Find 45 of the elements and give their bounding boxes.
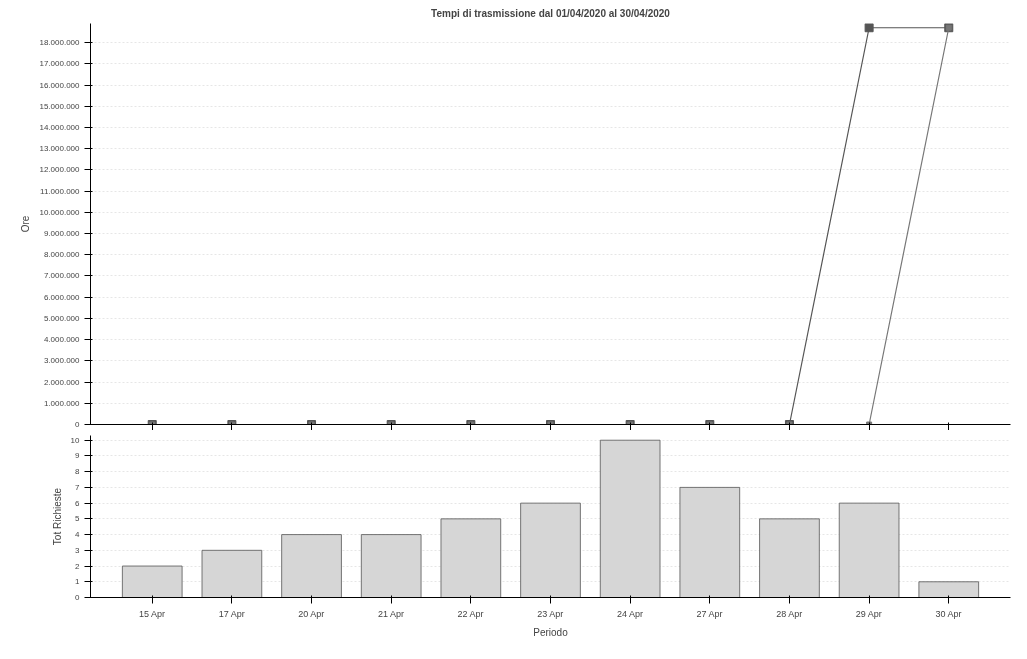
y-tick-label: 8.000.000 [43, 250, 81, 260]
y-tick-label: 14.000.000 [39, 122, 81, 132]
y-tick-label: 10.000.000 [39, 207, 81, 217]
y-axis-title: Ore [20, 215, 32, 233]
y-tick-label: 15.000.000 [39, 101, 81, 111]
y-tick-label: 2.000.000 [43, 377, 81, 387]
x-tick-label: 27 Apr [696, 608, 723, 619]
x-tick-label: 23 Apr [537, 608, 564, 619]
x-tick-label: 24 Apr [616, 608, 643, 619]
y-tick-label: 10 [70, 435, 81, 445]
y-tick-label: 11.000.000 [40, 186, 81, 196]
x-tick-label: 28 Apr [776, 608, 803, 619]
y-tick-label: 2 [75, 561, 81, 571]
y-tick-label: 6.000.000 [43, 292, 81, 302]
x-tick-label: 21 Apr [377, 608, 404, 619]
y-tick-label: 4 [75, 530, 81, 540]
y-tick-label: 9.000.000 [43, 229, 81, 239]
y-tick-label: 7.000.000 [43, 271, 81, 281]
y-tick-label: 3 [75, 545, 81, 555]
x-tick-label: 22 Apr [457, 608, 484, 619]
y-tick-label: 0 [75, 420, 81, 429]
y-tick-label: 4.000.000 [43, 335, 81, 345]
y-tick-label: 6 [75, 498, 81, 508]
y-tick-label: 0 [75, 593, 81, 602]
chart-title: Tempi di trasmissione dal 01/04/2020 al 30/04/2020 [431, 7, 671, 19]
y-tick-label: 5.000.000 [43, 313, 81, 323]
y-tick-label: 9 [75, 451, 81, 461]
x-axis-title: Periodo [533, 626, 569, 638]
y-axis-title: Tot Richieste [51, 487, 63, 546]
y-tick-label: 1 [75, 577, 81, 587]
y-tick-label: 5 [75, 514, 81, 524]
y-tick-label: 16.000.000 [39, 80, 81, 90]
x-tick-label: 15 Apr [138, 608, 165, 619]
y-tick-label: 13.000.000 [39, 144, 81, 154]
y-tick-label: 12.000.000 [39, 165, 81, 175]
x-tick-label: 29 Apr [855, 608, 882, 619]
y-tick-label: 1.000.000 [43, 398, 81, 408]
y-tick-label: 3.000.000 [43, 356, 81, 366]
x-tick-label: 17 Apr [218, 608, 245, 619]
x-tick-label: 30 Apr [935, 608, 962, 619]
y-tick-label: 18.000.000 [39, 38, 81, 48]
x-tick-label: 20 Apr [298, 608, 325, 619]
y-tick-label: 8 [75, 467, 81, 477]
y-tick-label: 17.000.000 [39, 59, 81, 69]
y-tick-label: 7 [75, 482, 81, 492]
